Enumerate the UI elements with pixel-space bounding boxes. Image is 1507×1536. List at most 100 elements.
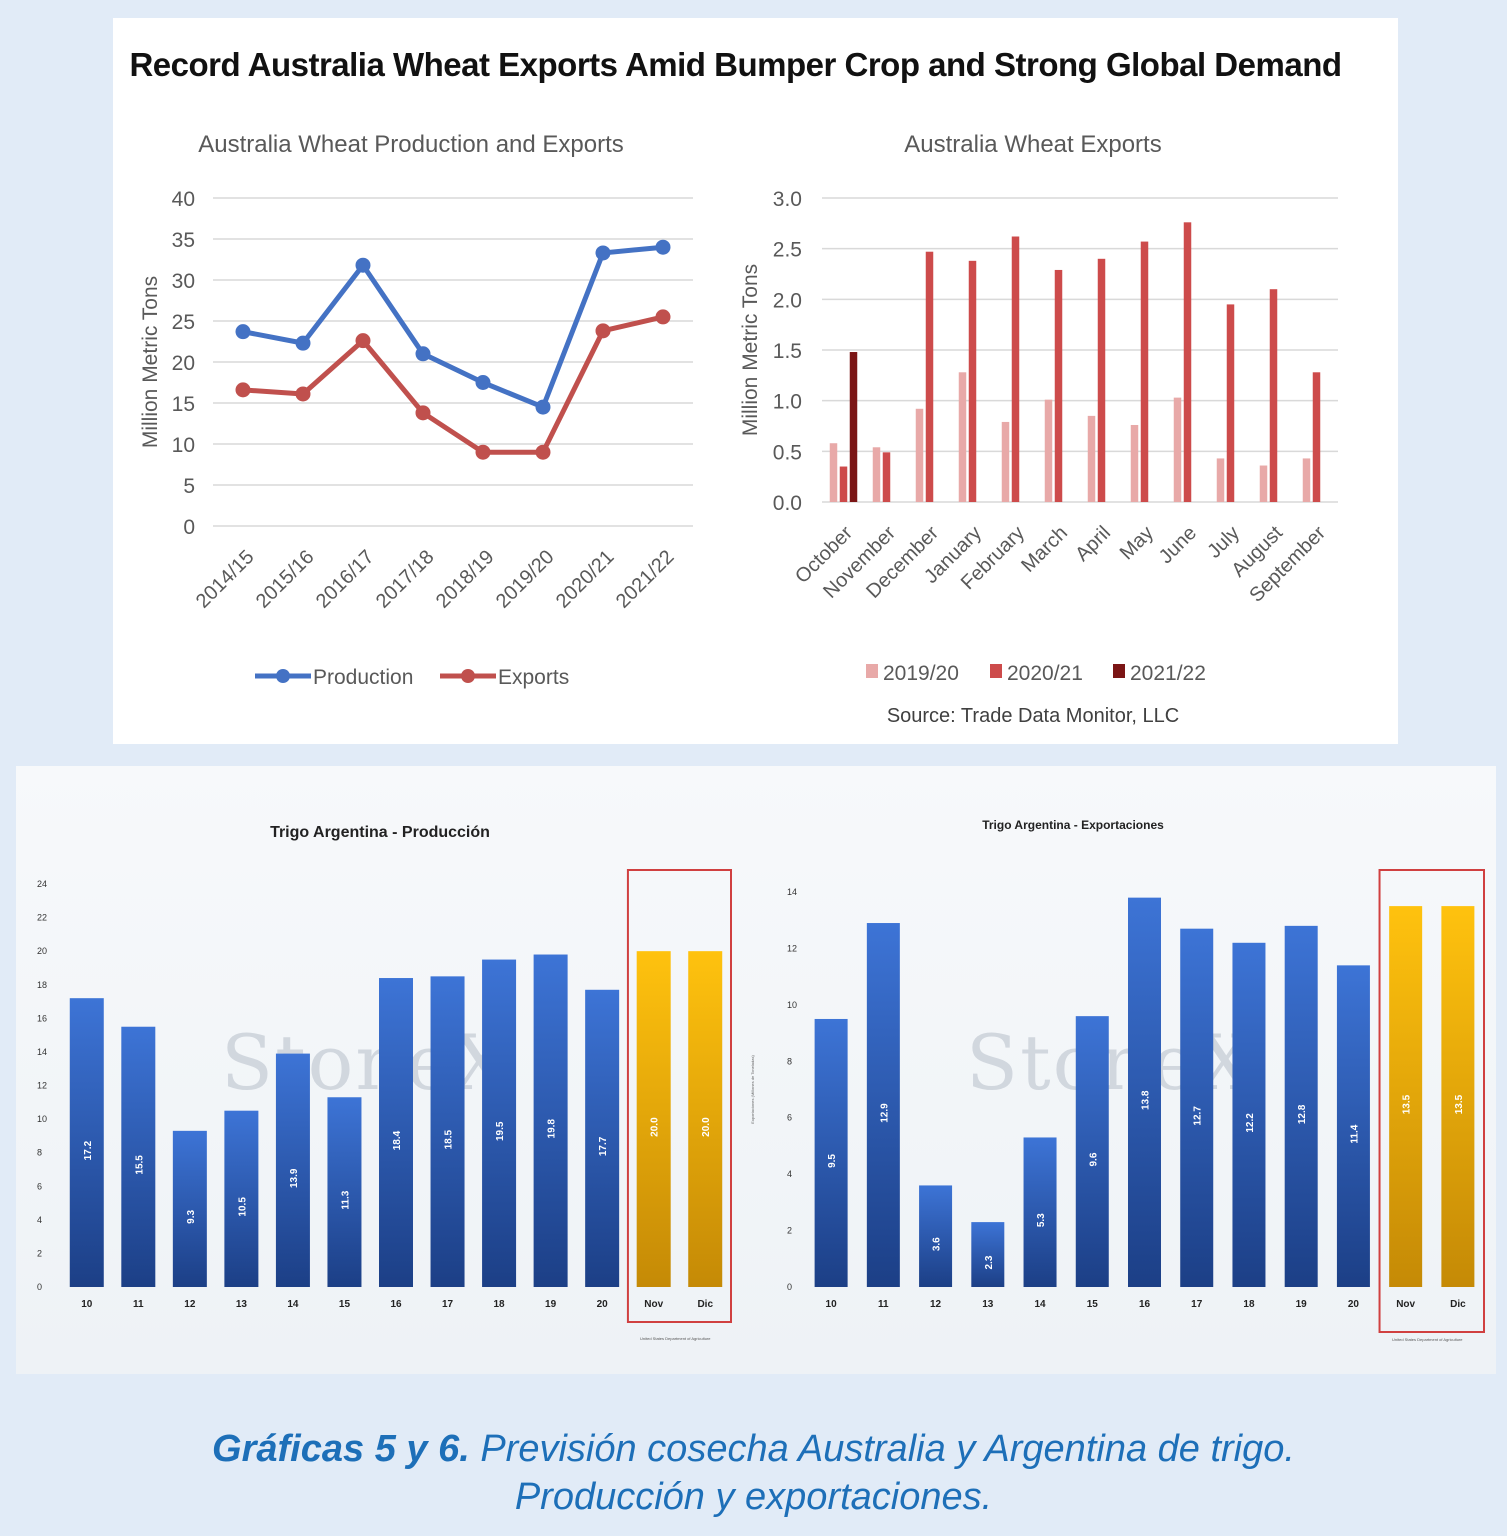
data-point-production xyxy=(475,375,491,390)
bar-forecast xyxy=(636,951,671,1287)
bar xyxy=(275,1053,310,1287)
source-note: United States Department of Agriculture xyxy=(1392,1337,1463,1342)
data-label: 18.4 xyxy=(392,1130,403,1150)
series-line-exports xyxy=(242,314,664,455)
bar-forecast xyxy=(1389,906,1423,1287)
bar-2020-21 xyxy=(1226,304,1235,502)
data-label: 17.2 xyxy=(83,1140,94,1160)
bar xyxy=(585,989,620,1287)
bar xyxy=(1336,965,1370,1287)
y-tick-label: 16 xyxy=(37,1013,47,1023)
y-tick-label: 0.5 xyxy=(773,441,802,464)
data-label: 9.3 xyxy=(186,1210,197,1224)
data-label: 10.5 xyxy=(237,1197,248,1217)
x-tick-label: 15 xyxy=(1087,1299,1099,1310)
bar-2021-22 xyxy=(849,352,858,502)
legend-swatch xyxy=(1113,664,1125,678)
legend-swatch xyxy=(866,664,878,678)
y-tick-label: 6 xyxy=(787,1113,792,1123)
bar xyxy=(1128,897,1161,1287)
bar xyxy=(814,1018,848,1287)
y-tick-label: 3.0 xyxy=(773,188,802,211)
y-tick-label: 20 xyxy=(37,946,47,956)
data-point-exports xyxy=(535,444,551,460)
y-tick-label: 15 xyxy=(172,393,195,416)
bar xyxy=(919,1185,953,1287)
data-point-production xyxy=(295,335,311,351)
data-label: 17.7 xyxy=(598,1136,609,1156)
bar xyxy=(1023,1137,1057,1287)
x-tick-label: 14 xyxy=(1034,1299,1046,1310)
data-label: 13.5 xyxy=(1402,1094,1413,1114)
source-note: Source: Trade Data Monitor, LLC xyxy=(887,705,1179,727)
data-label: 11.3 xyxy=(340,1190,351,1209)
x-tick-label: 17 xyxy=(442,1299,454,1310)
legend-label: Production xyxy=(313,666,413,689)
x-tick-label: 18 xyxy=(494,1299,506,1310)
series-line-production xyxy=(242,244,664,410)
x-tick-label: 19 xyxy=(545,1299,557,1310)
bar-2019-20 xyxy=(1001,421,1010,502)
data-point-exports xyxy=(235,382,251,398)
bar-2019-20 xyxy=(958,372,967,502)
x-tick-label: 14 xyxy=(287,1299,299,1310)
y-tick-label: 0 xyxy=(183,516,195,539)
data-point-production xyxy=(235,324,251,340)
chart-title: Australia Wheat Exports xyxy=(904,131,1161,158)
y-tick-label: 4 xyxy=(787,1169,792,1179)
forecast-highlight-box xyxy=(1378,869,1485,1333)
x-tick-label: 19 xyxy=(1296,1299,1308,1310)
source-note: United States Department of Agriculture xyxy=(640,1336,711,1341)
bar-forecast xyxy=(1441,906,1475,1287)
data-point-production xyxy=(535,399,551,415)
bar-2020-21 xyxy=(1097,258,1106,502)
y-tick-label: 4 xyxy=(37,1215,42,1225)
data-label: 19.8 xyxy=(547,1119,558,1139)
caption-line2: Producción y exportaciones. xyxy=(514,1476,993,1518)
data-point-exports xyxy=(415,405,431,421)
y-tick-label: 35 xyxy=(172,229,195,252)
caption-line1: Previsión cosecha Australia y Argentina … xyxy=(469,1428,1295,1470)
x-tick-label: 11 xyxy=(878,1299,889,1310)
bar xyxy=(866,923,900,1287)
y-tick-label: 6 xyxy=(37,1181,42,1191)
x-tick-label: 15 xyxy=(339,1299,351,1310)
data-label: 12.9 xyxy=(879,1103,890,1123)
y-axis-label: Exportaciones (Millones de Toneladas) xyxy=(750,1055,755,1124)
bar-2020-21 xyxy=(882,452,891,502)
y-tick-label: 5 xyxy=(183,475,195,498)
legend-marker xyxy=(276,669,290,683)
x-tick-label: 20 xyxy=(1348,1299,1360,1310)
data-point-exports xyxy=(475,444,491,460)
bar-forecast xyxy=(688,951,723,1287)
bar xyxy=(1232,942,1266,1287)
data-label: 19.5 xyxy=(495,1121,506,1141)
data-label: 13.5 xyxy=(1454,1094,1465,1114)
y-tick-label: 8 xyxy=(37,1148,42,1158)
bar xyxy=(482,959,517,1287)
bar xyxy=(1180,928,1214,1287)
x-tick-label: 17 xyxy=(1191,1299,1203,1310)
y-tick-label: 8 xyxy=(787,1056,792,1066)
y-tick-label: 0.0 xyxy=(773,492,802,515)
legend-marker xyxy=(461,669,475,683)
bar-2019-20 xyxy=(872,447,881,502)
x-tick-label: Dic xyxy=(1450,1299,1466,1310)
x-tick-label: 13 xyxy=(982,1299,994,1310)
bar-2019-20 xyxy=(1130,424,1139,502)
data-label: 12.2 xyxy=(1245,1113,1256,1133)
y-tick-label: 10 xyxy=(37,1114,47,1124)
bar-2019-20 xyxy=(1259,465,1268,502)
y-tick-label: 0 xyxy=(37,1282,42,1292)
caption-bold: Gráficas 5 y 6. xyxy=(212,1428,470,1470)
data-point-exports xyxy=(355,333,371,349)
bar-2020-21 xyxy=(1011,236,1020,503)
x-tick-label: 10 xyxy=(826,1299,838,1310)
x-tick-label: 18 xyxy=(1243,1299,1255,1310)
y-tick-label: 10 xyxy=(172,434,195,457)
bar-2020-21 xyxy=(1269,289,1278,502)
x-tick-label: 13 xyxy=(236,1299,248,1310)
y-tick-label: 2 xyxy=(787,1226,792,1236)
data-point-exports xyxy=(295,386,311,402)
